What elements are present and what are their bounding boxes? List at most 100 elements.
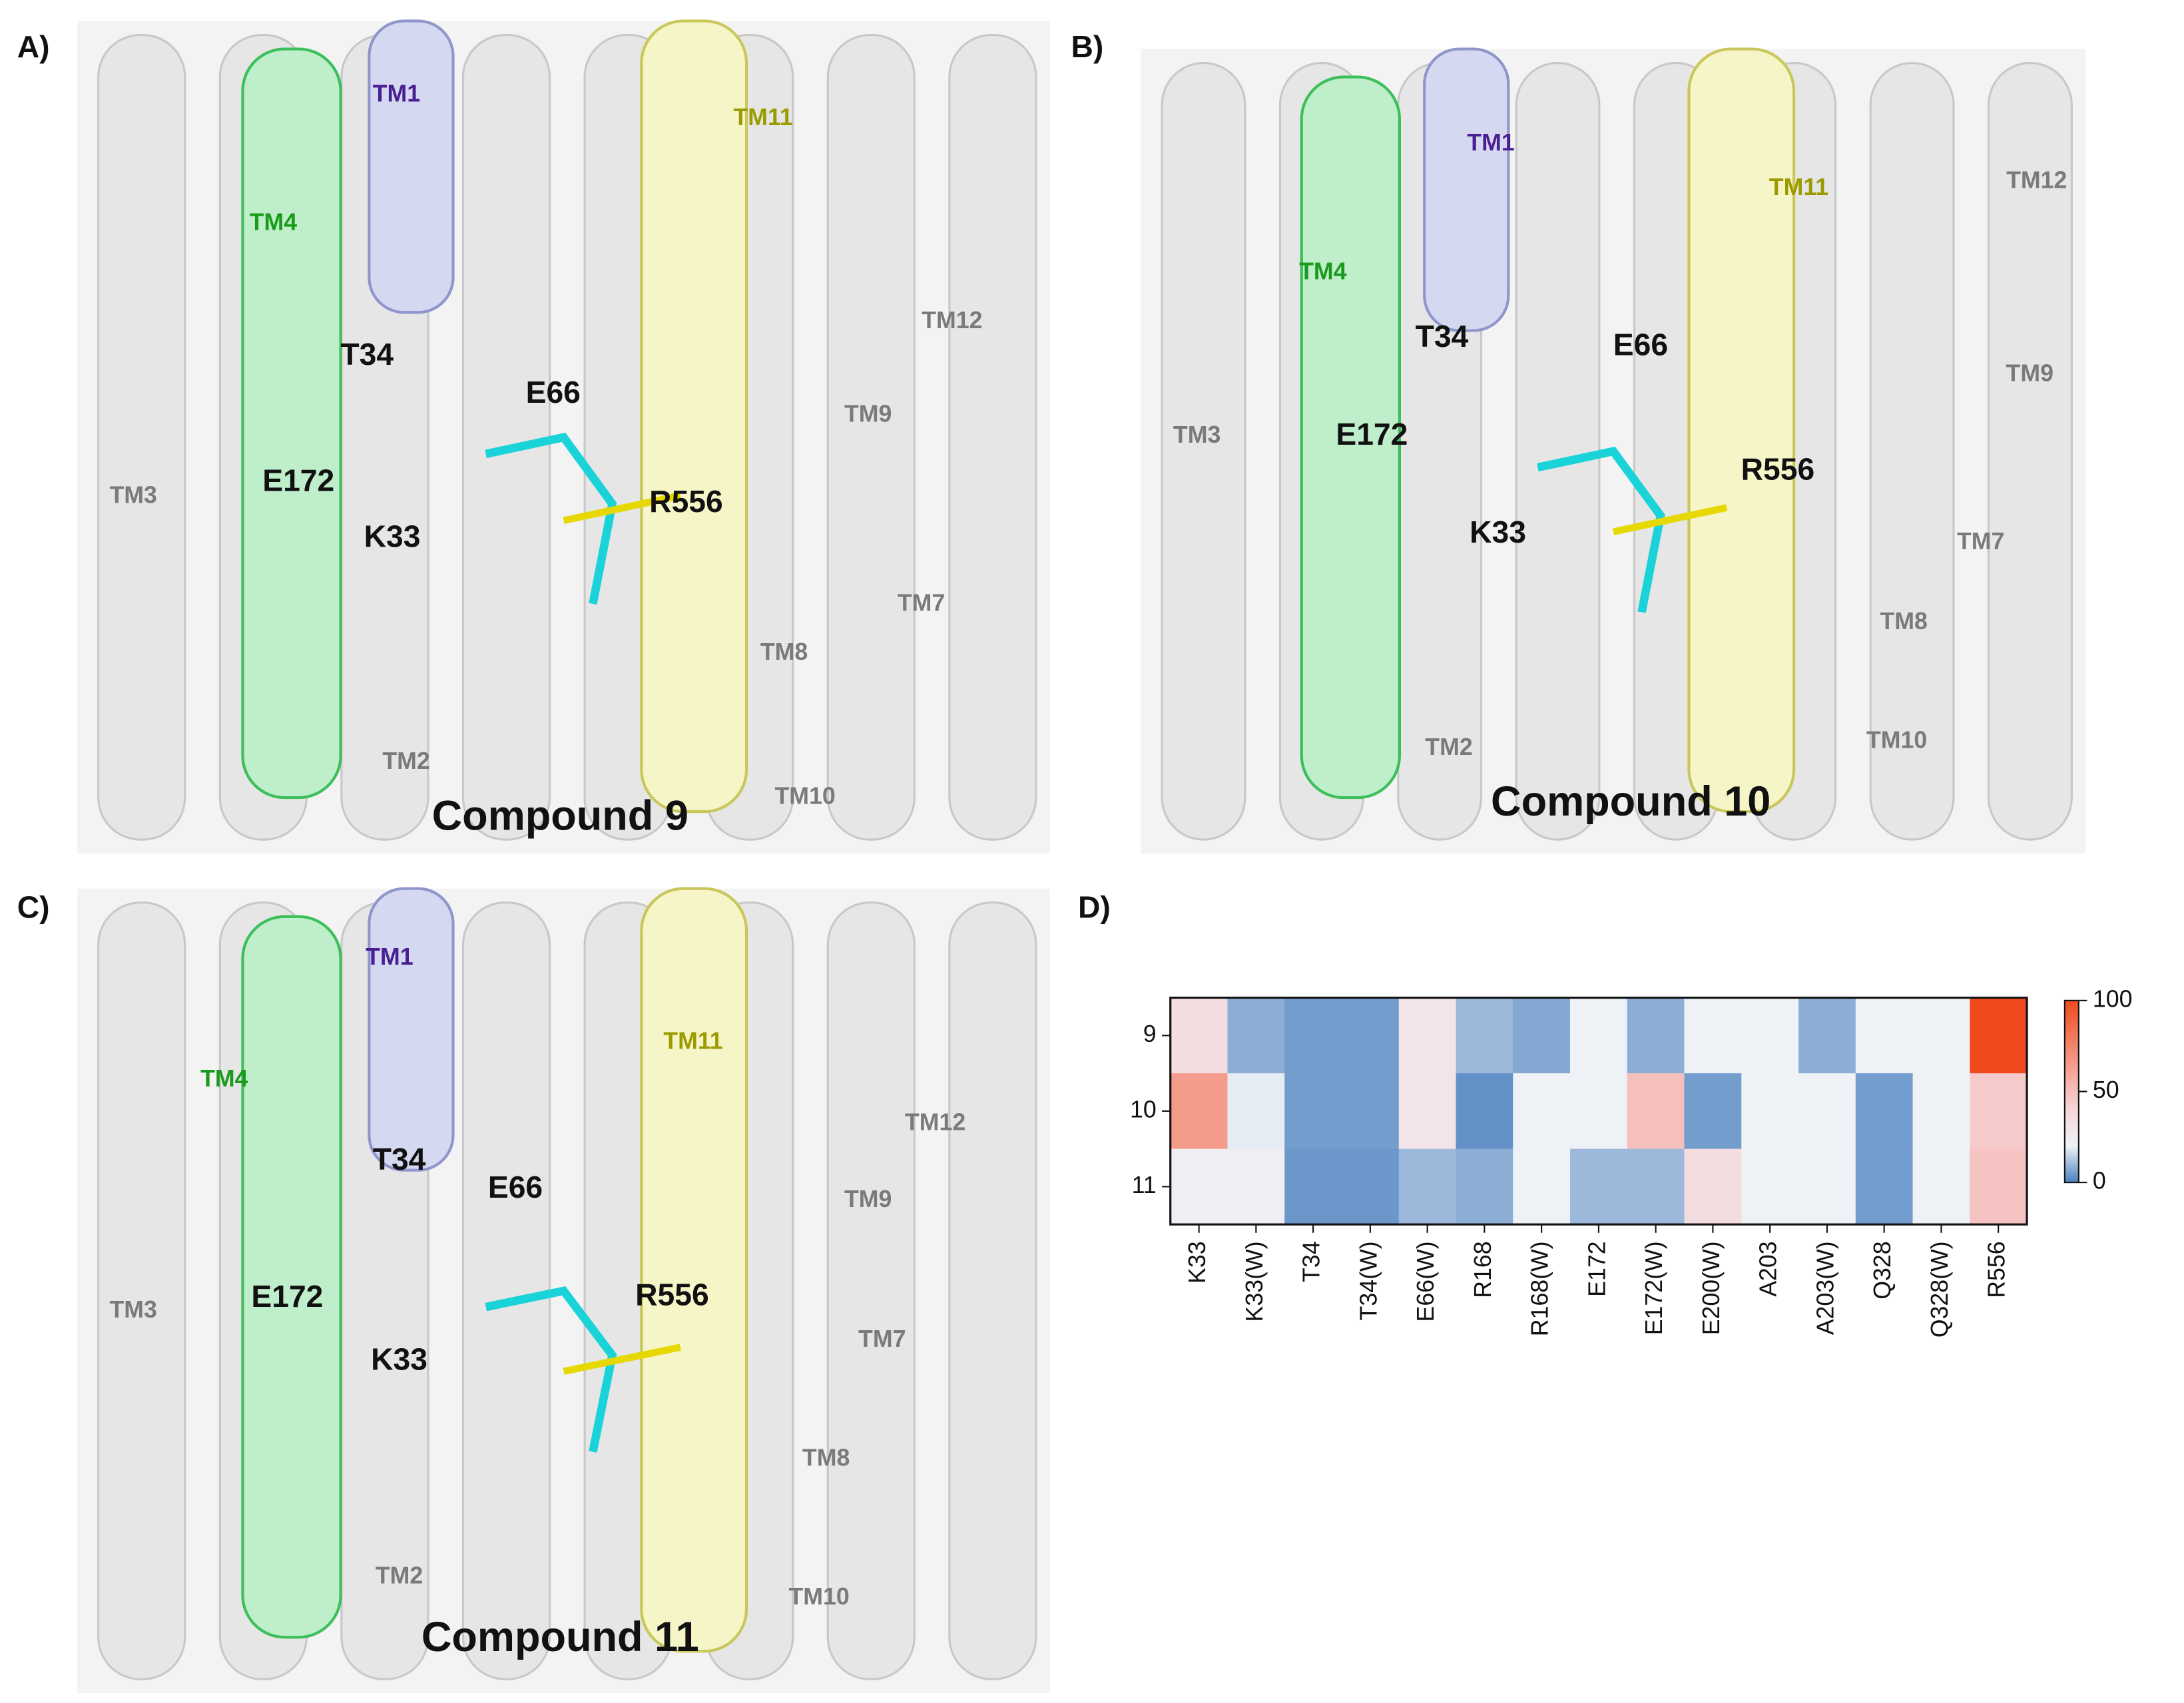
heatmap-cell [1798, 1148, 1856, 1226]
heatmap-cell [1284, 1073, 1343, 1150]
helix-tm11 [640, 887, 748, 1653]
structure-label: TM11 [1769, 174, 1828, 200]
heatmap-cell [1855, 1073, 1914, 1150]
structure-label: R556 [1741, 452, 1815, 487]
heatmap-cell [1684, 1073, 1743, 1150]
structure-label: TM11 [663, 1027, 722, 1054]
heatmap-cell [1627, 1073, 1685, 1150]
heatmap-cell [1341, 997, 1400, 1075]
helix-tm4 [241, 915, 342, 1639]
heatmap-cell [1570, 1073, 1628, 1150]
heatmap-cell [1798, 997, 1856, 1075]
structure-label: R556 [649, 484, 723, 519]
helix [826, 33, 916, 841]
structure-label: TM7 [858, 1326, 906, 1352]
heatmap-cell [1855, 1148, 1914, 1226]
structure-label: E172 [262, 463, 334, 497]
heatmap-cell [1855, 997, 1914, 1075]
structure-label: E66 [1613, 327, 1668, 362]
helix [826, 901, 916, 1680]
heatmap-cell [1456, 1073, 1514, 1150]
heatmap-cell [1627, 997, 1685, 1075]
structure-label: TM4 [1299, 258, 1347, 284]
helix [461, 901, 551, 1680]
ligand [485, 432, 617, 605]
heatmap-cell [1341, 1148, 1400, 1226]
helix [1161, 62, 1246, 841]
helix-tm1 [1423, 47, 1510, 332]
heatmap-cell [1513, 1073, 1571, 1150]
x-tick-label: A203 [1755, 1241, 1782, 1296]
structure-label: TM11 [733, 104, 792, 130]
x-tick-label: R168(W) [1527, 1241, 1553, 1336]
heatmap-cell [1684, 1148, 1743, 1226]
helix [97, 901, 186, 1680]
structure-label: R556 [635, 1278, 709, 1312]
structure-label: TM2 [1425, 734, 1472, 760]
heatmap-cell [1456, 1148, 1514, 1226]
structure-label: TM8 [802, 1445, 850, 1471]
colorbar-tick-label: 0 [2093, 1168, 2106, 1194]
heatmap-cell [1627, 1148, 1685, 1226]
heatmap-cell [1227, 997, 1286, 1075]
heatmap-cell [1970, 1148, 2028, 1226]
helix [97, 33, 186, 841]
structure-label: T34 [1416, 319, 1469, 354]
panel [1141, 47, 2086, 854]
structure-label: TM4 [250, 209, 298, 236]
structure-label: T34 [373, 1142, 426, 1176]
structure-label: TM10 [774, 783, 835, 810]
helix-tm11 [640, 19, 748, 814]
structure-label: TM12 [922, 307, 982, 334]
helix-tm11 [1687, 47, 1796, 814]
structure-label: TM7 [1957, 528, 2004, 555]
heatmap-cell [1970, 997, 2028, 1075]
structure-label: K33 [364, 519, 421, 553]
heatmap-cell [1341, 1073, 1400, 1150]
heatmap-cell [1456, 997, 1514, 1075]
panel-label: A) [17, 29, 50, 64]
heatmap-cell [1741, 1073, 1800, 1150]
helix [948, 33, 1037, 841]
structure-label: TM4 [200, 1065, 248, 1092]
heatmap-cell [1513, 1148, 1571, 1226]
structure-label: K33 [1470, 515, 1526, 549]
structure-label: TM3 [109, 1296, 156, 1323]
panel [77, 887, 1050, 1694]
structure-label: E172 [251, 1279, 323, 1314]
panel-label: D) [1078, 889, 1111, 924]
heatmap-cell [1741, 1148, 1800, 1226]
x-tick-label: E172 [1583, 1241, 1610, 1296]
structure-label: TM1 [366, 943, 413, 970]
structure-label: TM2 [376, 1562, 423, 1588]
heatmap-cell [1170, 1148, 1228, 1226]
structure-label: TM12 [2006, 167, 2067, 194]
heatmap-cell [1912, 997, 1971, 1075]
colorbar-tick-label: 50 [2093, 1077, 2119, 1103]
side-chain [1612, 504, 1728, 535]
structure-label: TM1 [373, 80, 420, 107]
x-tick-label: E200(W) [1698, 1241, 1725, 1335]
structure-label: E66 [526, 375, 581, 409]
heatmap-cell [1798, 1073, 1856, 1150]
ligand [485, 1286, 617, 1453]
x-tick-label: K33 [1184, 1241, 1211, 1284]
side-chain [563, 1343, 681, 1375]
compound-caption: Compound 9 [432, 792, 688, 839]
heatmap-cell [1741, 997, 1800, 1075]
heatmap-cell [1170, 1073, 1228, 1150]
structure-label: TM10 [1866, 726, 1927, 753]
helix [1987, 62, 2073, 841]
helix [1515, 62, 1601, 841]
x-tick-label: R168 [1470, 1241, 1496, 1298]
heatmap-cell [1970, 1073, 2028, 1150]
heatmap-cell [1398, 1073, 1457, 1150]
helix-tm1 [368, 19, 455, 314]
structure-label: TM1 [1467, 129, 1514, 156]
panel-label: B) [1071, 29, 1103, 64]
helix-tm1 [368, 887, 455, 1172]
heatmap-cell [1227, 1073, 1286, 1150]
structure-label: TM3 [1173, 421, 1221, 448]
x-tick-label: E66(W) [1412, 1241, 1439, 1322]
